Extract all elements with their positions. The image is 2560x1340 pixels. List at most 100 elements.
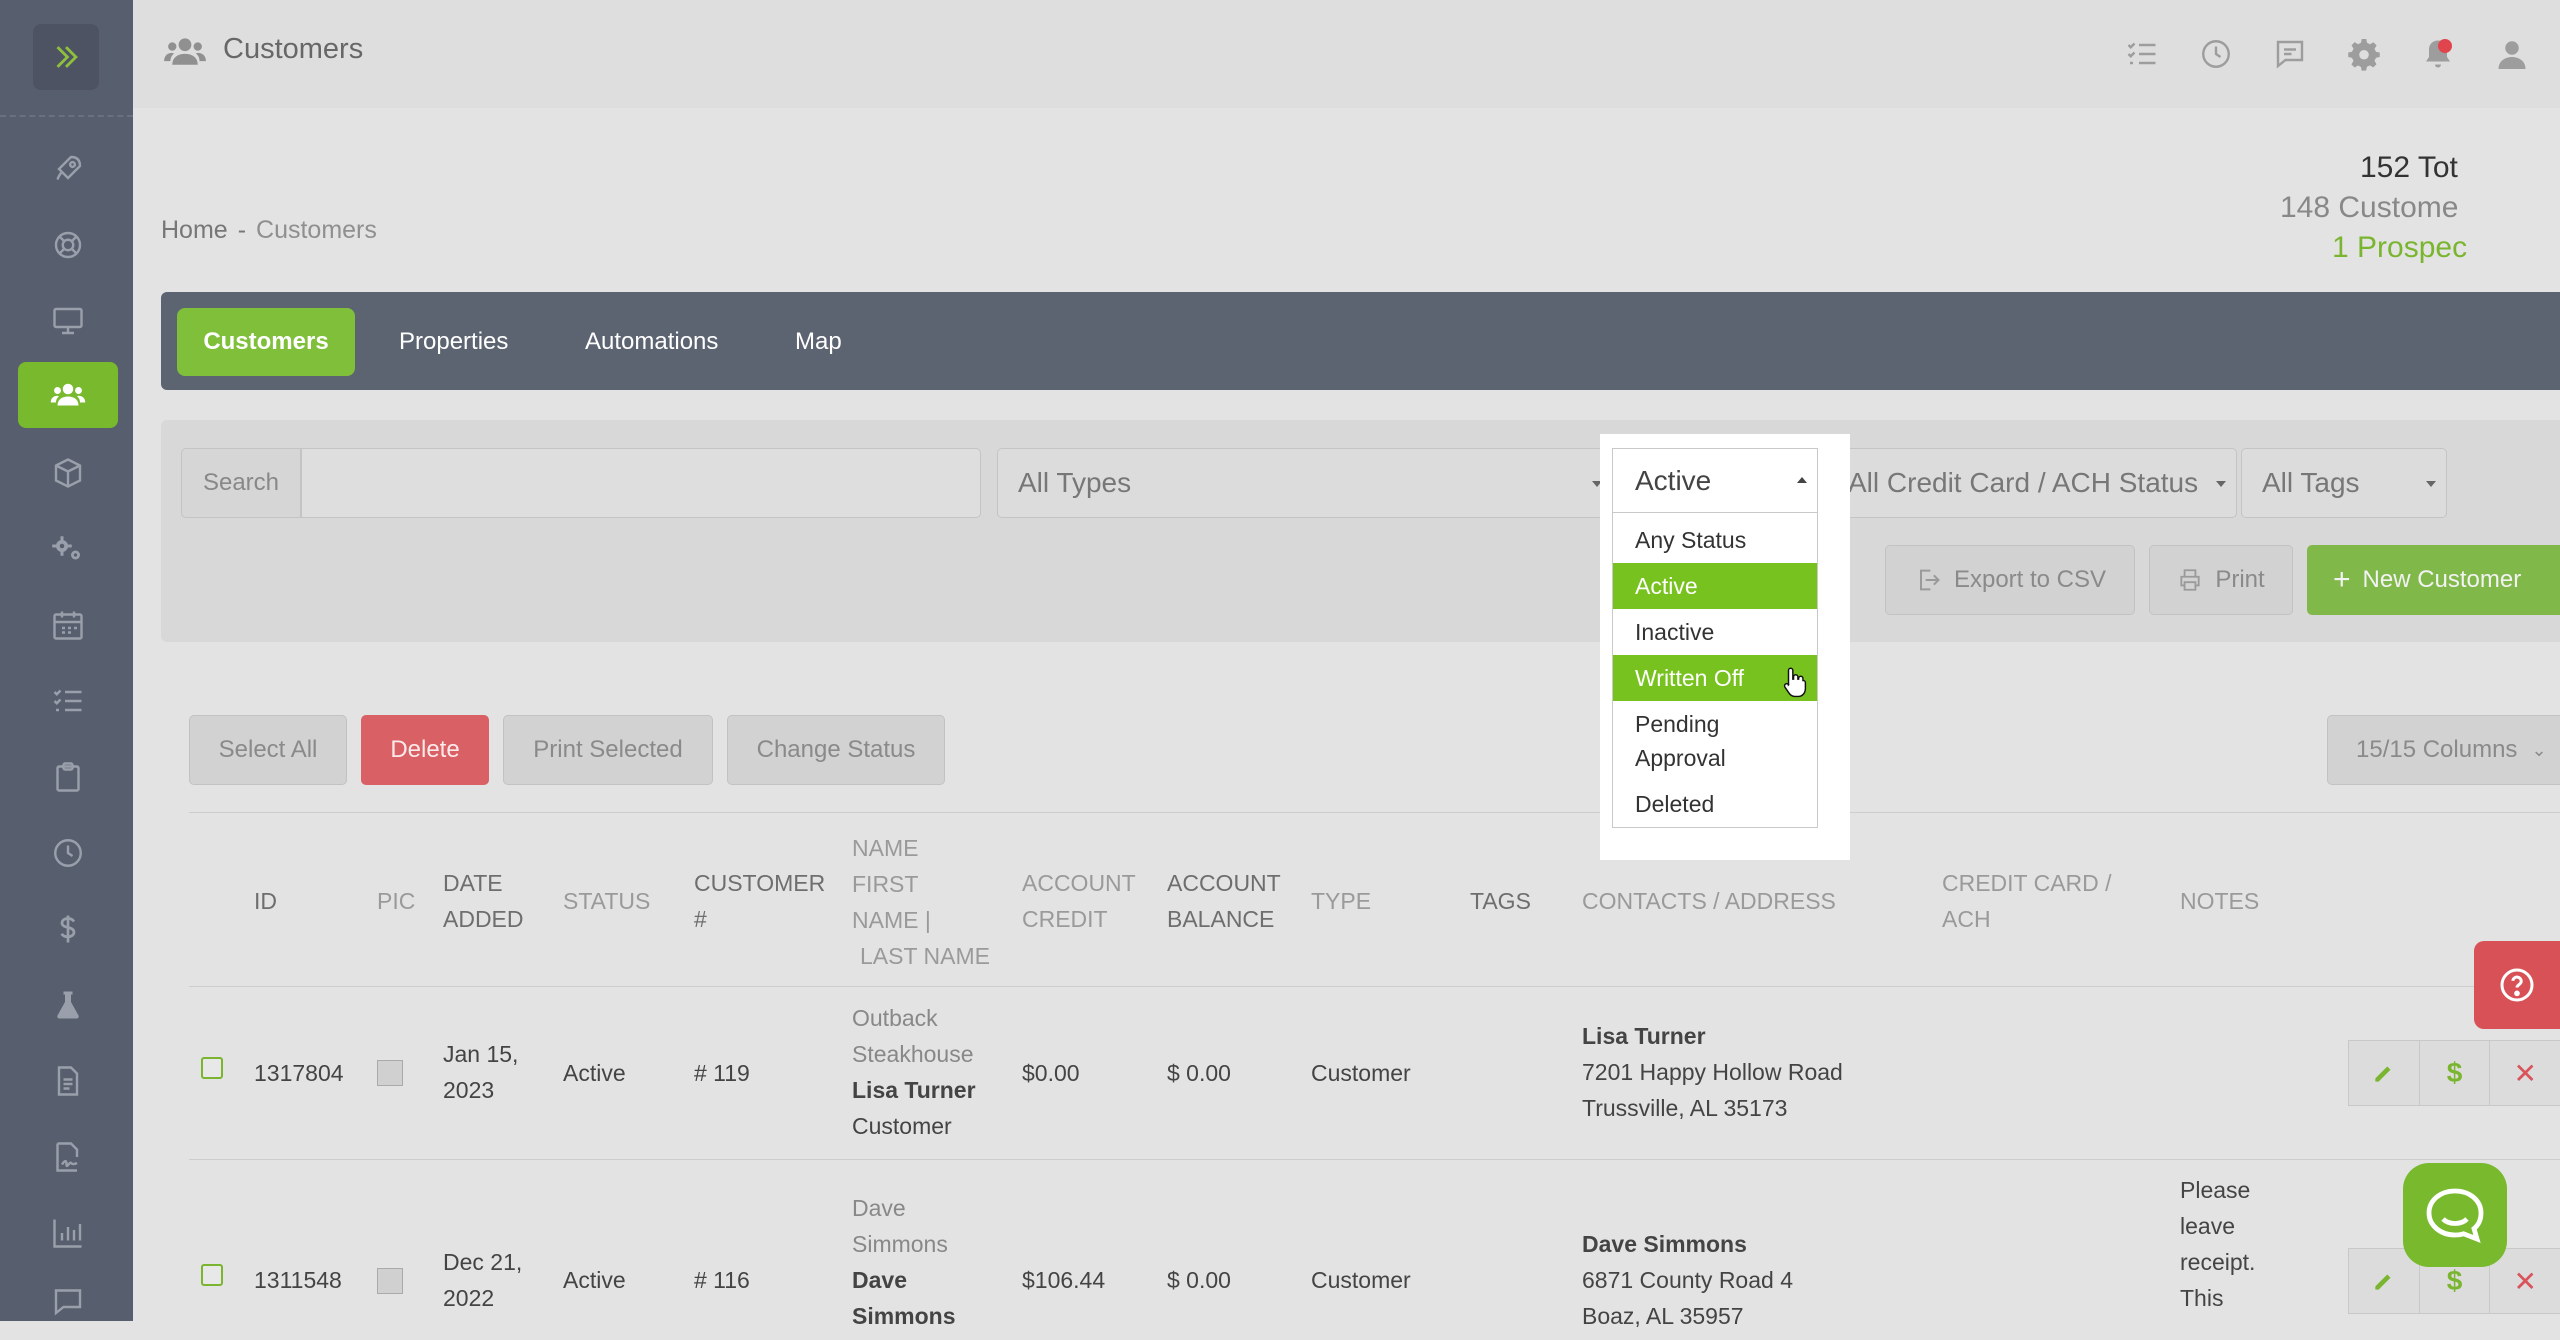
- col-header-name-line: LAST NAME: [860, 943, 990, 969]
- sidebar-item-documents[interactable]: [18, 1048, 118, 1114]
- type-filter-value: All Types: [1018, 467, 1132, 498]
- sidebar-item-settings[interactable]: [18, 516, 118, 582]
- col-header-date-added[interactable]: DATE ADDED: [443, 870, 524, 932]
- message-icon[interactable]: [2272, 36, 2308, 72]
- hand-pointer-icon: [1783, 667, 1807, 698]
- tab-customers[interactable]: Customers: [177, 308, 355, 376]
- sidebar-item-dashboard[interactable]: [18, 136, 118, 202]
- dollar-icon: $: [2446, 1265, 2463, 1296]
- status-option-any[interactable]: Any Status: [1635, 527, 1747, 553]
- col-header-account-balance[interactable]: ACCOUNT BALANCE: [1167, 870, 1281, 932]
- col-header-customer-number[interactable]: CUSTOMER #: [694, 870, 826, 932]
- delete-button[interactable]: Delete: [361, 715, 489, 785]
- sidebar-item-customers[interactable]: [18, 362, 118, 428]
- status-option-inactive[interactable]: Inactive: [1635, 619, 1715, 645]
- remove-button[interactable]: ✕: [2489, 1248, 2560, 1314]
- cell-address-line: Boaz, AL 35957: [1582, 1303, 1744, 1329]
- clock-icon[interactable]: [2198, 36, 2234, 72]
- breadcrumb-home-link[interactable]: Home: [161, 216, 228, 244]
- cell-notes-line: leave: [2180, 1213, 2235, 1239]
- cell-name[interactable]: Outback Steakhouse Lisa Turner Customer: [852, 1000, 976, 1144]
- col-header-id[interactable]: ID: [254, 888, 277, 914]
- sidebar-item-clipboard[interactable]: [18, 744, 118, 810]
- sidebar-item-reports[interactable]: [18, 1200, 118, 1266]
- remove-button[interactable]: ✕: [2489, 1040, 2560, 1106]
- columns-toggle-button[interactable]: 15/15 Columns ⌄: [2327, 715, 2560, 785]
- cell-notes: Please leave receipt. This: [2180, 1172, 2255, 1316]
- status-option-active[interactable]: Active: [1613, 563, 1817, 609]
- new-customer-button[interactable]: + New Customer: [2307, 545, 2560, 615]
- sidebar-item-timesheets[interactable]: [18, 820, 118, 886]
- edit-button[interactable]: [2348, 1248, 2420, 1314]
- col-header-status[interactable]: STATUS: [563, 888, 651, 914]
- customer-totals: 152 Tot 148 Custome 1 Prospec: [2260, 148, 2560, 268]
- live-chat-button[interactable]: [2403, 1163, 2507, 1267]
- edit-button[interactable]: [2348, 1040, 2420, 1106]
- print-button[interactable]: Print: [2149, 545, 2293, 615]
- chevron-down-icon: ⌄: [2531, 739, 2547, 760]
- cell-contact-name: Lisa Turner: [1582, 1023, 1706, 1049]
- status-filter-value: Active: [1635, 464, 1712, 496]
- tab-map[interactable]: Map: [795, 328, 842, 355]
- sidebar-toggle-button[interactable]: [33, 24, 99, 90]
- sidebar-item-display[interactable]: [18, 288, 118, 354]
- export-icon: [1919, 569, 1940, 591]
- prospects-count: 1 Prospec: [2332, 231, 2468, 264]
- customers-count: 148 Custome: [2280, 191, 2459, 224]
- close-icon: ✕: [2513, 1265, 2537, 1297]
- clipboard-icon: [56, 762, 80, 792]
- tab-properties[interactable]: Properties: [399, 328, 509, 355]
- sidebar-item-products[interactable]: [18, 440, 118, 506]
- user-icon[interactable]: [2494, 36, 2530, 72]
- select-all-button[interactable]: Select All: [189, 715, 347, 785]
- checklist-icon[interactable]: [2124, 36, 2160, 72]
- cell-id[interactable]: 1317804: [254, 1060, 344, 1086]
- pencil-icon: [2375, 1274, 2391, 1290]
- sidebar-item-contracts[interactable]: [18, 1124, 118, 1190]
- card-status-filter-value: All Credit Card / ACH Status: [1848, 467, 2199, 498]
- notifications-button[interactable]: [2420, 36, 2456, 72]
- col-header-name[interactable]: NAME FIRST NAME | LAST NAME: [852, 830, 1002, 974]
- card-status-filter-select[interactable]: All Credit Card / ACH Status: [1827, 448, 2237, 518]
- sidebar-item-messages[interactable]: [18, 1268, 118, 1334]
- status-option-pending-approval[interactable]: Pending Approval: [1635, 711, 1726, 771]
- sidebar-item-lab[interactable]: [18, 972, 118, 1038]
- sidebar-item-support[interactable]: [18, 212, 118, 278]
- search-input[interactable]: [301, 448, 981, 518]
- col-header-type[interactable]: TYPE: [1311, 888, 1372, 914]
- tags-filter-select[interactable]: All Tags: [2241, 448, 2447, 518]
- cell-customer-name: Dave: [852, 1267, 907, 1293]
- status-option-deleted[interactable]: Deleted: [1635, 791, 1715, 817]
- cell-customer-name: Simmons: [852, 1303, 956, 1329]
- type-filter-select[interactable]: All Types: [997, 448, 1613, 518]
- row-checkbox[interactable]: [201, 1264, 223, 1286]
- status-option-written-off[interactable]: Written Off: [1613, 655, 1817, 701]
- sidebar-item-tasks[interactable]: [18, 668, 118, 734]
- change-status-button[interactable]: Change Status: [727, 715, 945, 785]
- cell-name[interactable]: Dave Simmons Dave Simmons: [852, 1190, 956, 1334]
- gears-icon: [52, 536, 80, 560]
- status-filter-select[interactable]: Active: [1612, 448, 1818, 512]
- export-csv-button[interactable]: Export to CSV: [1885, 545, 2135, 615]
- sidebar-item-billing[interactable]: [18, 896, 118, 962]
- gear-icon[interactable]: [2346, 36, 2382, 72]
- sidebar-item-calendar[interactable]: [18, 592, 118, 658]
- col-header-contacts: CONTACTS / ADDRESS: [1582, 888, 1836, 914]
- cell-date-added: Jan 15, 2023: [443, 1036, 518, 1108]
- cell-id[interactable]: 1311548: [254, 1267, 342, 1293]
- col-header-notes: NOTES: [2180, 888, 2260, 914]
- payment-button[interactable]: $: [2418, 1040, 2491, 1106]
- print-selected-button[interactable]: Print Selected: [503, 715, 713, 785]
- col-header-account-credit[interactable]: ACCOUNT CREDIT: [1022, 870, 1136, 932]
- tab-automations[interactable]: Automations: [585, 328, 719, 355]
- chevron-down-icon: [1592, 481, 1602, 487]
- cell-status: Active: [563, 1267, 626, 1293]
- printer-icon: [2180, 569, 2200, 591]
- cell-contacts: Lisa Turner 7201 Happy Hollow Road Truss…: [1582, 1018, 1843, 1126]
- table-divider: [189, 986, 2560, 987]
- users-icon: [164, 38, 206, 65]
- col-header-name-line: NAME |: [852, 907, 931, 933]
- checklist-icon: [53, 689, 82, 712]
- row-checkbox[interactable]: [201, 1057, 223, 1079]
- help-button[interactable]: [2474, 941, 2560, 1029]
